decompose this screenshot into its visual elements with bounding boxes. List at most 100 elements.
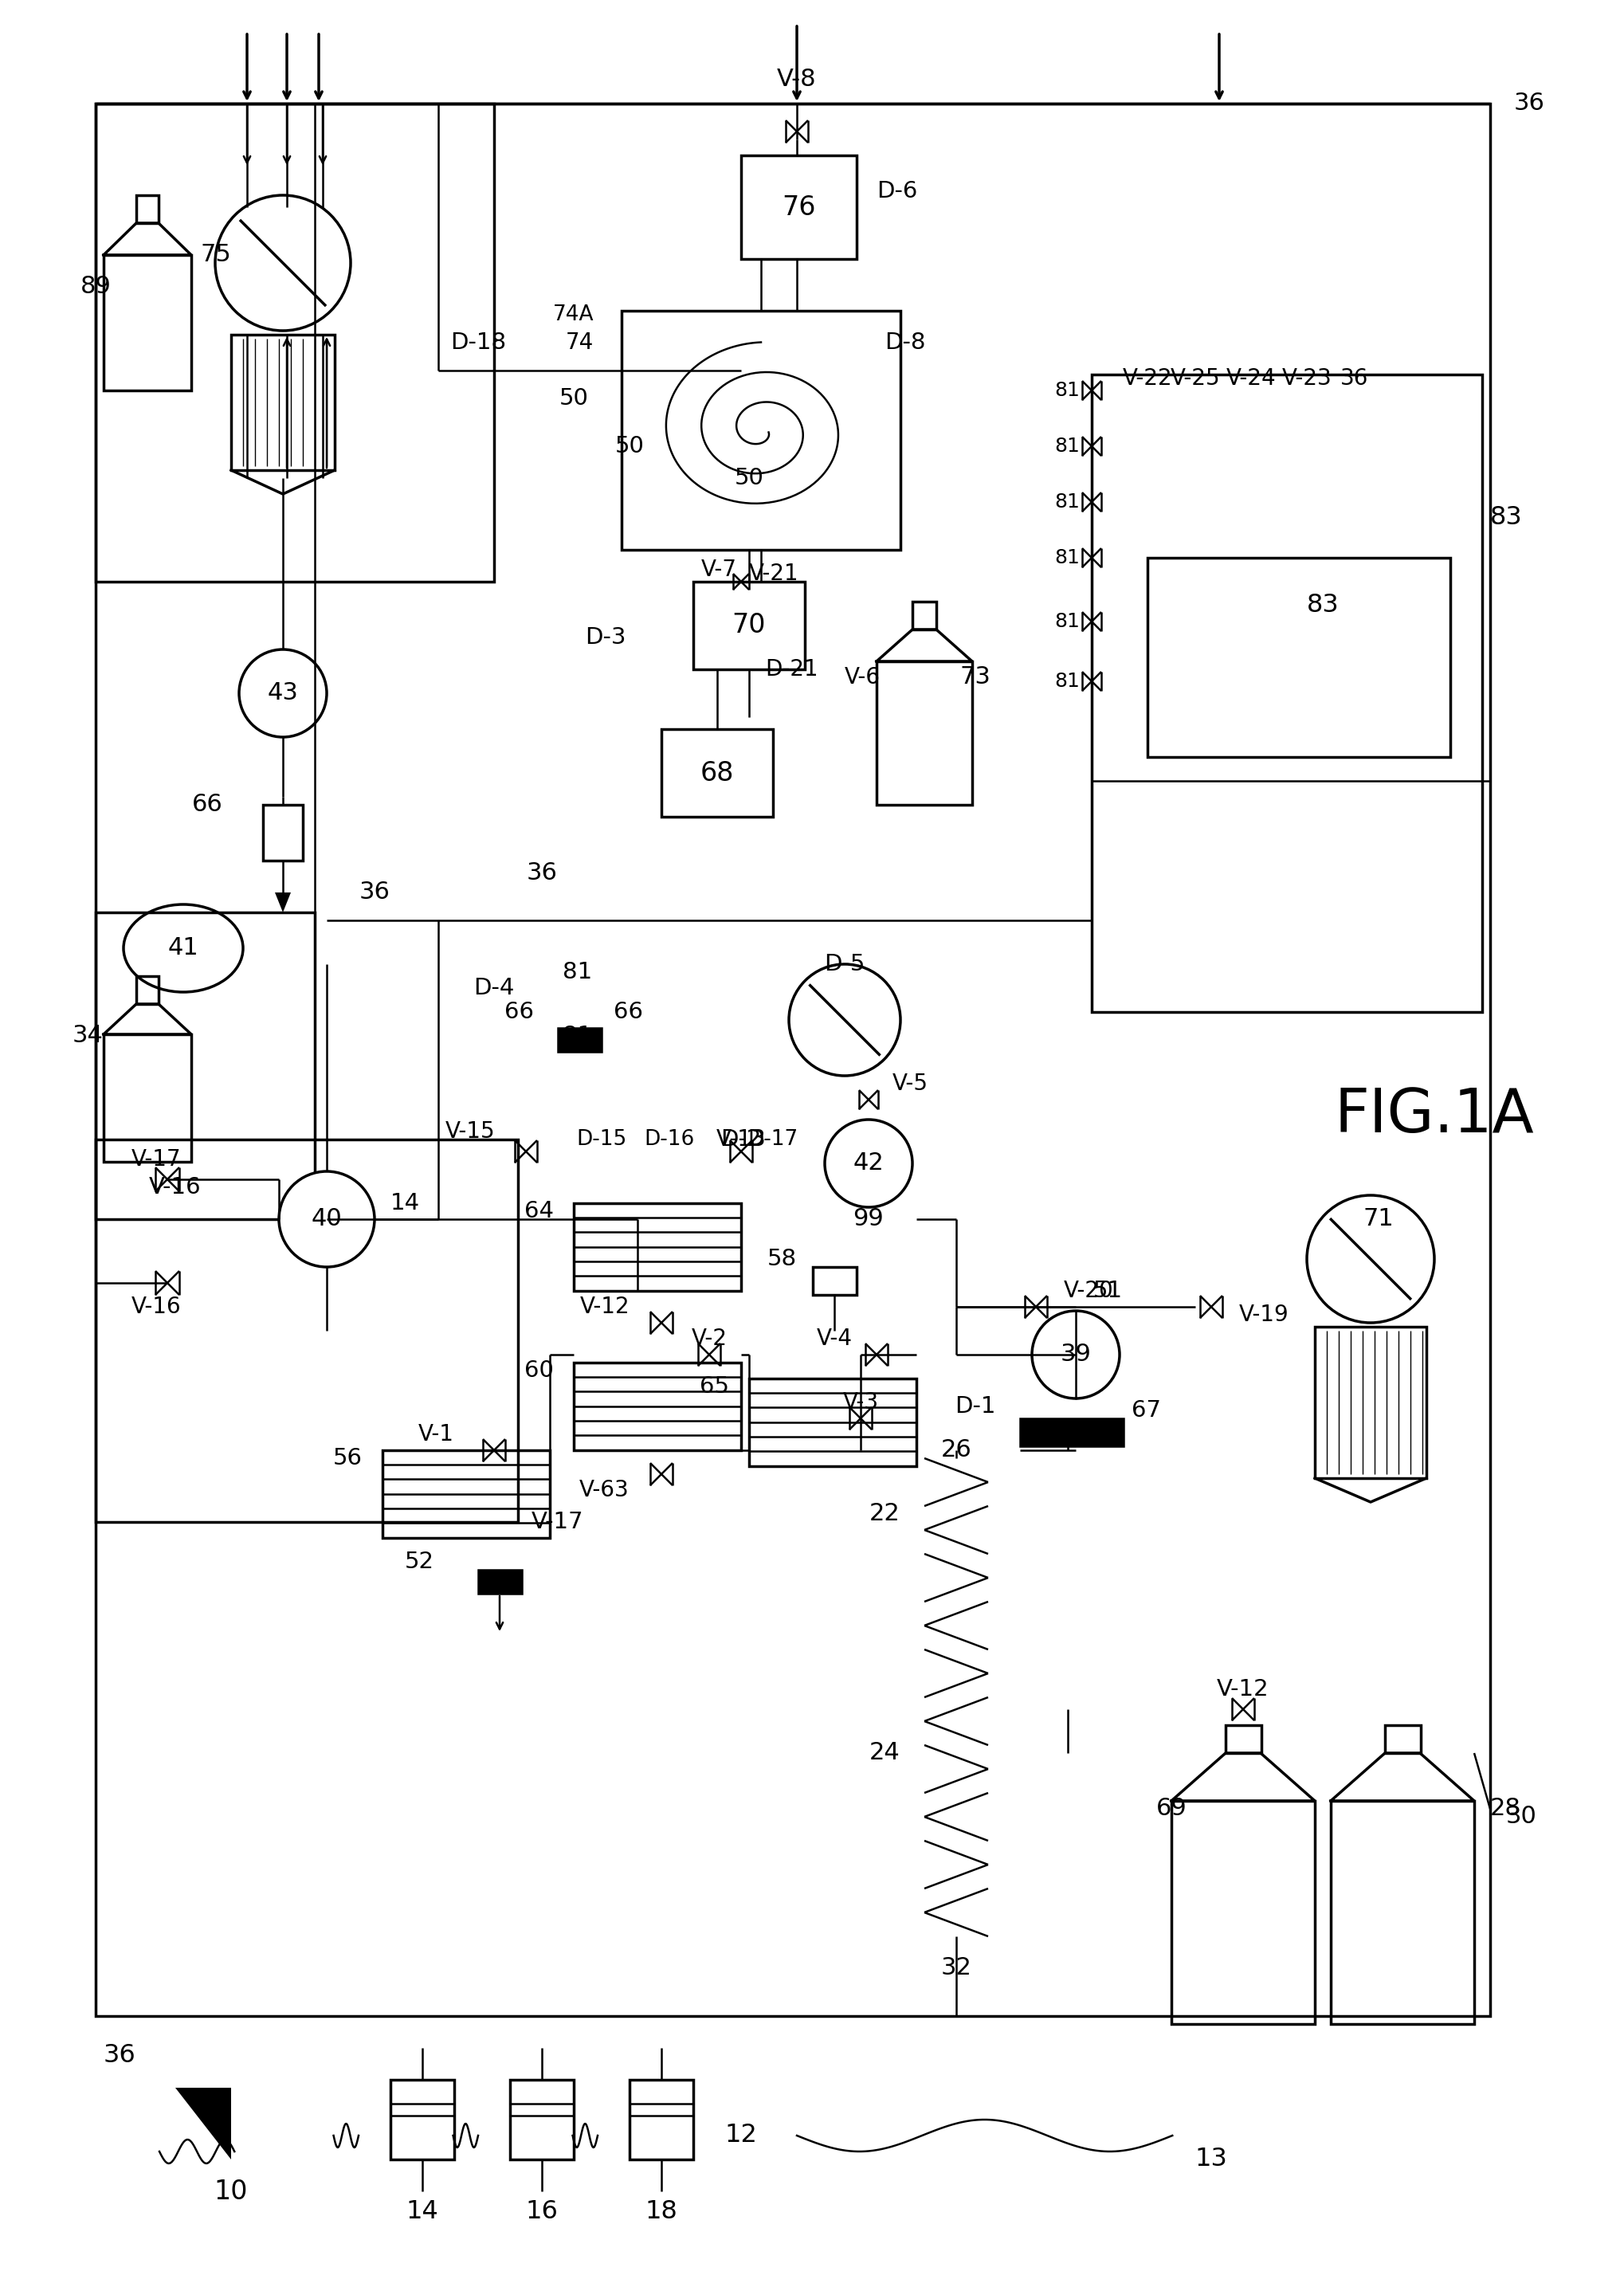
Circle shape xyxy=(239,648,326,737)
Text: V-12: V-12 xyxy=(1216,1679,1270,1699)
Text: 43: 43 xyxy=(268,682,299,705)
Text: 24: 24 xyxy=(869,1740,900,1765)
Bar xyxy=(573,1363,741,1449)
Bar xyxy=(96,105,494,582)
Text: 89: 89 xyxy=(81,275,112,298)
Text: 36: 36 xyxy=(1340,366,1369,389)
Text: V-13: V-13 xyxy=(716,1128,767,1151)
Text: 83: 83 xyxy=(1491,505,1523,530)
Text: FIG.1A: FIG.1A xyxy=(1335,1085,1535,1144)
Bar xyxy=(104,1035,192,1163)
Text: V-1: V-1 xyxy=(419,1424,455,1445)
Text: 22: 22 xyxy=(869,1502,900,1527)
Text: 58: 58 xyxy=(767,1249,797,1269)
Text: V-21: V-21 xyxy=(749,562,799,585)
Text: D-16: D-16 xyxy=(645,1128,695,1149)
Text: D-17: D-17 xyxy=(747,1128,797,1149)
Text: V-6: V-6 xyxy=(844,667,880,689)
Circle shape xyxy=(789,965,900,1076)
Text: V-5: V-5 xyxy=(893,1072,929,1094)
Text: 83: 83 xyxy=(1307,594,1340,619)
Bar xyxy=(693,582,806,669)
Bar xyxy=(557,1028,601,1051)
Text: V-4: V-4 xyxy=(817,1329,853,1349)
Bar xyxy=(1091,375,1483,1012)
Bar xyxy=(812,1267,856,1294)
Text: 76: 76 xyxy=(783,193,817,221)
Text: 81: 81 xyxy=(1054,548,1080,566)
Text: D-6: D-6 xyxy=(877,180,918,202)
Circle shape xyxy=(279,1172,375,1267)
Text: 14: 14 xyxy=(390,1192,421,1215)
Text: V-63: V-63 xyxy=(580,1479,630,1502)
Bar xyxy=(1171,1802,1315,2025)
Text: 70: 70 xyxy=(732,612,767,639)
Bar xyxy=(96,912,315,1219)
Text: 81: 81 xyxy=(564,960,593,983)
Bar xyxy=(1020,1417,1124,1447)
Bar xyxy=(573,1203,741,1290)
Text: 65: 65 xyxy=(700,1376,729,1397)
Text: 64: 64 xyxy=(525,1199,554,1222)
Text: D-4: D-4 xyxy=(474,976,515,999)
Text: 16: 16 xyxy=(526,2200,559,2223)
Text: 66: 66 xyxy=(505,1001,534,1024)
Text: 13: 13 xyxy=(1195,2148,1228,2173)
Text: 42: 42 xyxy=(853,1151,883,1174)
Text: 36: 36 xyxy=(1514,91,1544,116)
Text: V-3: V-3 xyxy=(843,1392,879,1413)
Bar xyxy=(1385,1724,1421,1754)
Text: D-8: D-8 xyxy=(885,332,926,355)
Text: 75: 75 xyxy=(200,243,231,266)
Text: V-20: V-20 xyxy=(1064,1281,1114,1301)
Text: V-15: V-15 xyxy=(445,1119,495,1142)
Bar xyxy=(1148,557,1450,758)
Circle shape xyxy=(1307,1194,1434,1322)
Bar xyxy=(877,662,973,805)
Bar xyxy=(104,255,192,391)
Bar xyxy=(96,105,1491,2016)
Text: 34: 34 xyxy=(73,1024,104,1046)
Text: V-8: V-8 xyxy=(778,68,817,91)
Text: 10: 10 xyxy=(214,2177,248,2204)
Bar xyxy=(390,2079,455,2159)
Text: D-1: D-1 xyxy=(955,1395,996,1417)
Text: D-21: D-21 xyxy=(765,657,818,680)
Text: 36: 36 xyxy=(526,860,557,885)
Text: V-25: V-25 xyxy=(1171,366,1220,389)
Text: V-7: V-7 xyxy=(702,560,737,580)
Text: 81: 81 xyxy=(1054,491,1080,512)
Bar xyxy=(1315,1326,1426,1479)
Text: 14: 14 xyxy=(406,2200,438,2223)
Text: 56: 56 xyxy=(333,1447,362,1470)
Text: 74: 74 xyxy=(565,332,594,355)
Bar xyxy=(510,2079,573,2159)
Ellipse shape xyxy=(123,905,244,992)
Polygon shape xyxy=(274,892,291,912)
Text: 51: 51 xyxy=(1093,1281,1122,1301)
Text: 40: 40 xyxy=(312,1208,343,1231)
Bar xyxy=(136,976,159,1003)
Circle shape xyxy=(825,1119,913,1208)
Bar xyxy=(1226,1724,1262,1754)
Text: 30: 30 xyxy=(1505,1806,1536,1829)
Text: 60: 60 xyxy=(525,1360,554,1381)
Bar xyxy=(96,1140,518,1522)
Bar xyxy=(383,1449,551,1538)
Polygon shape xyxy=(175,2088,231,2159)
Text: 52: 52 xyxy=(404,1552,434,1572)
Text: 32: 32 xyxy=(940,1956,971,1979)
Bar xyxy=(749,1379,916,1465)
Text: V-2: V-2 xyxy=(692,1329,728,1349)
Text: 39: 39 xyxy=(1060,1342,1091,1367)
Text: V-12: V-12 xyxy=(580,1297,630,1317)
Bar xyxy=(136,196,159,223)
Text: 81: 81 xyxy=(1054,671,1080,692)
Text: 81: 81 xyxy=(1054,612,1080,630)
Bar xyxy=(913,601,937,630)
Text: 50: 50 xyxy=(734,466,763,489)
Bar xyxy=(630,2079,693,2159)
Text: D-3: D-3 xyxy=(585,626,627,648)
Bar xyxy=(741,155,856,259)
Text: V-22: V-22 xyxy=(1122,366,1173,389)
